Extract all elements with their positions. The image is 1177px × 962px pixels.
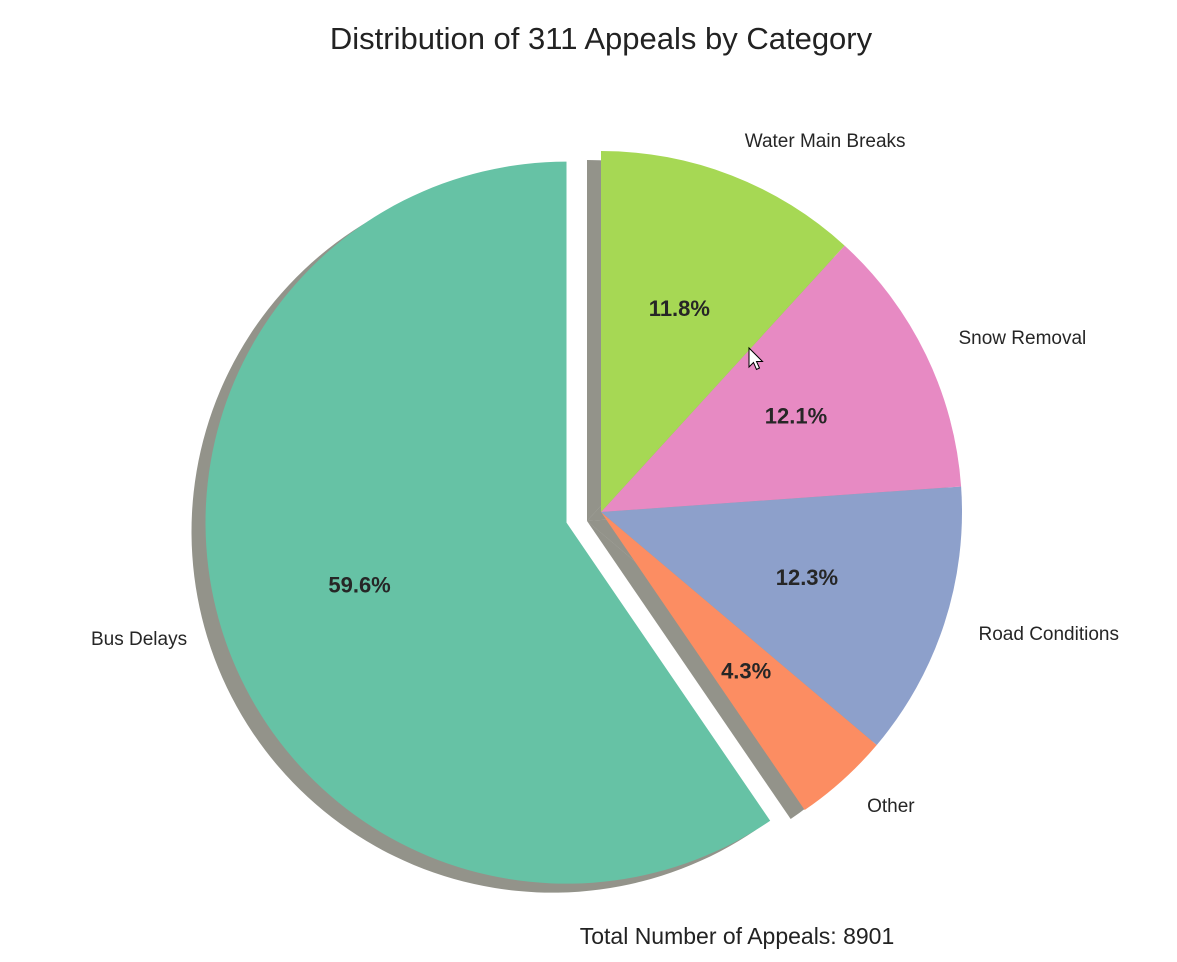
category-labels: Bus Delays Other Road Conditions Snow Remov… <box>91 131 1119 817</box>
chart-title: Distribution of 311 Appeals by Category <box>330 21 873 56</box>
mouse-pointer-icon <box>748 346 764 371</box>
category-label-road-conditions: Road Conditions <box>979 624 1119 645</box>
slice-bus-delays <box>205 161 771 884</box>
slice-snow-removal <box>601 245 962 512</box>
slice-road-conditions <box>601 486 962 745</box>
total-appeals-text: Total Number of Appeals: 8901 <box>580 923 895 949</box>
percentage-label-snow-removal: 12.1% <box>765 404 827 429</box>
percentage-labels: 59.6% 4.3% 12.3% 12.1% 11.8% <box>328 296 838 684</box>
slice-water-main-breaks <box>601 151 845 512</box>
category-label-water-main-breaks: Water Main Breaks <box>745 131 906 152</box>
percentage-label-other: 4.3% <box>721 659 771 684</box>
category-label-other: Other <box>867 796 915 817</box>
percentage-label-bus-delays: 59.6% <box>328 572 390 597</box>
category-label-snow-removal: Snow Removal <box>959 328 1087 349</box>
percentage-label-water-main-breaks: 11.8% <box>649 296 710 321</box>
slice-other <box>601 512 877 811</box>
category-label-bus-delays: Bus Delays <box>91 629 187 650</box>
percentage-label-road-conditions: 12.3% <box>776 565 838 590</box>
pie-slices <box>205 151 962 884</box>
